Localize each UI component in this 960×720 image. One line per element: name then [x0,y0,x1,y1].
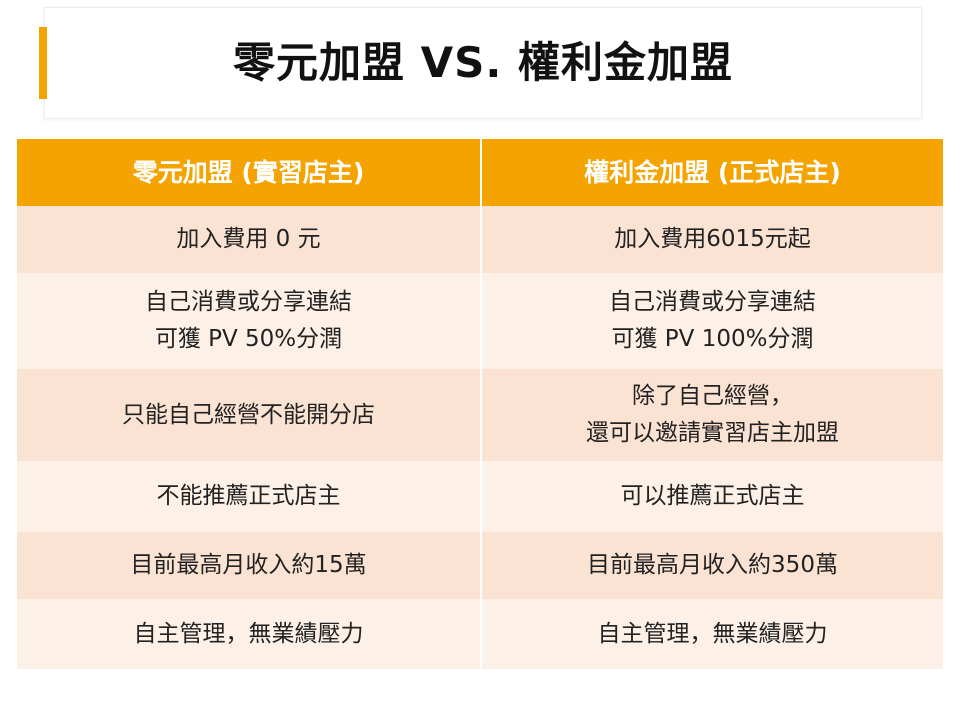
table-cell-right: 目前最高月收入約350萬 [480,532,943,599]
title-accent-bar [39,27,47,99]
table-cell-right: 可以推薦正式店主 [480,461,943,532]
table-cell-right: 自己消費或分享連結 可獲 PV 100%分潤 [480,273,943,369]
table-cell-left: 自己消費或分享連結 可獲 PV 50%分潤 [145,289,352,352]
column-header-franchise-fee: 權利金加盟 (正式店主) [480,139,943,206]
column-header-zero-fee: 零元加盟 (實習店主) [132,158,365,187]
table-row: 不能推薦正式店主 可以推薦正式店主 [17,461,943,532]
table-cell-right: 加入費用6015元起 [480,206,943,273]
table-row: 加入費用 0 元 加入費用6015元起 [17,206,943,273]
title-card [44,7,922,119]
table-row: 目前最高月收入約15萬 目前最高月收入約350萬 [17,532,943,599]
page-title: 零元加盟 VS. 權利金加盟 [233,38,733,87]
table-row: 只能自己經營不能開分店 除了自己經營， 還可以邀請實習店主加盟 [17,369,943,461]
table-cell-right: 自主管理，無業績壓力 [480,599,943,669]
table-row: 自己消費或分享連結 可獲 PV 50%分潤 自己消費或分享連結 可獲 PV 10… [17,273,943,369]
comparison-table: 零元加盟 (實習店主) 權利金加盟 (正式店主) 加入費用 0 元 加入費用60… [17,139,943,669]
table-cell-left: 自主管理，無業績壓力 [133,620,364,647]
table-header-row: 零元加盟 (實習店主) 權利金加盟 (正式店主) [17,139,943,206]
table-cell-left: 不能推薦正式店主 [156,483,341,509]
table-cell-right: 除了自己經營， 還可以邀請實習店主加盟 [480,369,943,461]
table-cell-left: 只能自己經營不能開分店 [122,401,375,428]
table-cell-left: 目前最高月收入約15萬 [130,552,367,578]
table-cell-left: 加入費用 0 元 [176,226,321,252]
table-row: 自主管理，無業績壓力 自主管理，無業績壓力 [17,599,943,669]
